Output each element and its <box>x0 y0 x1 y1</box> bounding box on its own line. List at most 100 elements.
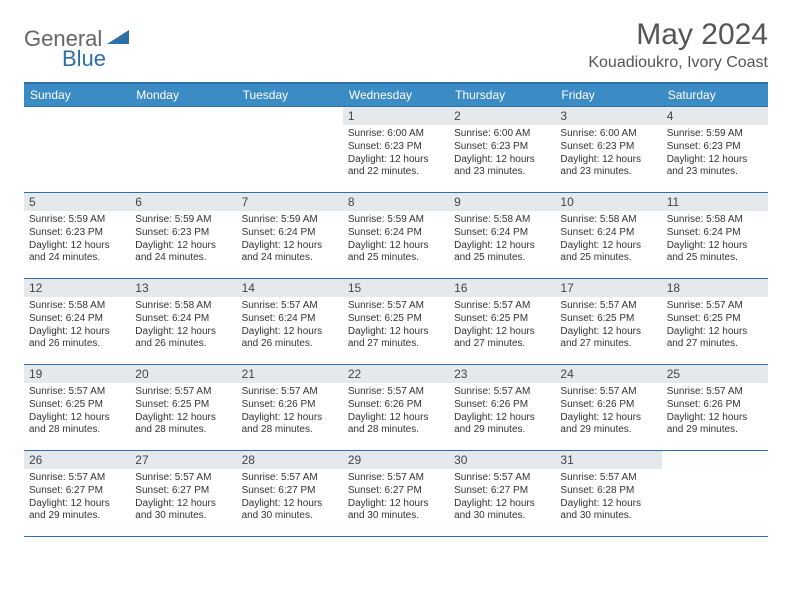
day-number: 2 <box>449 107 555 125</box>
day-number: 20 <box>130 365 236 383</box>
calendar-cell: 1Sunrise: 6:00 AMSunset: 6:23 PMDaylight… <box>343 107 449 193</box>
day-number: 26 <box>24 451 130 469</box>
day-content: Sunrise: 5:57 AMSunset: 6:25 PMDaylight:… <box>449 297 555 353</box>
day-number: 24 <box>555 365 661 383</box>
day-content: Sunrise: 5:57 AMSunset: 6:27 PMDaylight:… <box>449 469 555 525</box>
day-number: 13 <box>130 279 236 297</box>
calendar-cell: 2Sunrise: 6:00 AMSunset: 6:23 PMDaylight… <box>449 107 555 193</box>
calendar-table: SundayMondayTuesdayWednesdayThursdayFrid… <box>24 82 768 537</box>
day-number: 8 <box>343 193 449 211</box>
day-number: 7 <box>237 193 343 211</box>
calendar-cell: 31Sunrise: 5:57 AMSunset: 6:28 PMDayligh… <box>555 451 661 537</box>
calendar-cell: 14Sunrise: 5:57 AMSunset: 6:24 PMDayligh… <box>237 279 343 365</box>
calendar-cell: 29Sunrise: 5:57 AMSunset: 6:27 PMDayligh… <box>343 451 449 537</box>
day-number: 30 <box>449 451 555 469</box>
calendar-cell <box>24 107 130 193</box>
calendar-cell: 19Sunrise: 5:57 AMSunset: 6:25 PMDayligh… <box>24 365 130 451</box>
weekday-header: Thursday <box>449 83 555 107</box>
day-content: Sunrise: 5:58 AMSunset: 6:24 PMDaylight:… <box>130 297 236 353</box>
day-content: Sunrise: 5:57 AMSunset: 6:25 PMDaylight:… <box>343 297 449 353</box>
day-content: Sunrise: 5:57 AMSunset: 6:27 PMDaylight:… <box>24 469 130 525</box>
page-title: May 2024 <box>588 18 768 52</box>
day-content: Sunrise: 5:57 AMSunset: 6:26 PMDaylight:… <box>662 383 768 439</box>
location: Kouadioukro, Ivory Coast <box>588 54 768 72</box>
brand-b: Blue <box>62 46 129 72</box>
calendar-cell <box>662 451 768 537</box>
weekday-header: Friday <box>555 83 661 107</box>
calendar-head: SundayMondayTuesdayWednesdayThursdayFrid… <box>24 83 768 107</box>
day-content: Sunrise: 5:59 AMSunset: 6:23 PMDaylight:… <box>24 211 130 267</box>
day-content: Sunrise: 6:00 AMSunset: 6:23 PMDaylight:… <box>555 125 661 181</box>
calendar-cell: 13Sunrise: 5:58 AMSunset: 6:24 PMDayligh… <box>130 279 236 365</box>
day-content: Sunrise: 5:58 AMSunset: 6:24 PMDaylight:… <box>662 211 768 267</box>
day-number: 18 <box>662 279 768 297</box>
calendar-row: 1Sunrise: 6:00 AMSunset: 6:23 PMDaylight… <box>24 107 768 193</box>
calendar-cell: 25Sunrise: 5:57 AMSunset: 6:26 PMDayligh… <box>662 365 768 451</box>
day-number: 16 <box>449 279 555 297</box>
day-content: Sunrise: 5:57 AMSunset: 6:26 PMDaylight:… <box>237 383 343 439</box>
day-number: 9 <box>449 193 555 211</box>
weekday-header: Sunday <box>24 83 130 107</box>
calendar-cell: 22Sunrise: 5:57 AMSunset: 6:26 PMDayligh… <box>343 365 449 451</box>
day-number: 5 <box>24 193 130 211</box>
weekday-header: Monday <box>130 83 236 107</box>
day-content: Sunrise: 5:59 AMSunset: 6:24 PMDaylight:… <box>343 211 449 267</box>
day-content: Sunrise: 5:57 AMSunset: 6:27 PMDaylight:… <box>237 469 343 525</box>
day-content: Sunrise: 5:57 AMSunset: 6:25 PMDaylight:… <box>24 383 130 439</box>
day-number: 10 <box>555 193 661 211</box>
day-number: 6 <box>130 193 236 211</box>
logo: General Blue <box>24 26 129 72</box>
day-number: 29 <box>343 451 449 469</box>
calendar-cell: 4Sunrise: 5:59 AMSunset: 6:23 PMDaylight… <box>662 107 768 193</box>
logo-text: General Blue <box>24 26 129 72</box>
day-number: 23 <box>449 365 555 383</box>
day-content: Sunrise: 5:59 AMSunset: 6:23 PMDaylight:… <box>130 211 236 267</box>
day-content: Sunrise: 5:57 AMSunset: 6:26 PMDaylight:… <box>449 383 555 439</box>
day-number: 14 <box>237 279 343 297</box>
calendar-row: 19Sunrise: 5:57 AMSunset: 6:25 PMDayligh… <box>24 365 768 451</box>
calendar-cell: 5Sunrise: 5:59 AMSunset: 6:23 PMDaylight… <box>24 193 130 279</box>
day-number: 31 <box>555 451 661 469</box>
day-content: Sunrise: 5:57 AMSunset: 6:27 PMDaylight:… <box>130 469 236 525</box>
day-content: Sunrise: 5:57 AMSunset: 6:24 PMDaylight:… <box>237 297 343 353</box>
day-number: 22 <box>343 365 449 383</box>
day-content: Sunrise: 5:59 AMSunset: 6:23 PMDaylight:… <box>662 125 768 181</box>
calendar-cell: 16Sunrise: 5:57 AMSunset: 6:25 PMDayligh… <box>449 279 555 365</box>
day-content: Sunrise: 6:00 AMSunset: 6:23 PMDaylight:… <box>343 125 449 181</box>
calendar-row: 5Sunrise: 5:59 AMSunset: 6:23 PMDaylight… <box>24 193 768 279</box>
calendar-cell: 23Sunrise: 5:57 AMSunset: 6:26 PMDayligh… <box>449 365 555 451</box>
calendar-cell: 12Sunrise: 5:58 AMSunset: 6:24 PMDayligh… <box>24 279 130 365</box>
calendar-cell: 24Sunrise: 5:57 AMSunset: 6:26 PMDayligh… <box>555 365 661 451</box>
header: General Blue May 2024 Kouadioukro, Ivory… <box>24 18 768 72</box>
day-content: Sunrise: 5:57 AMSunset: 6:26 PMDaylight:… <box>343 383 449 439</box>
calendar-cell: 28Sunrise: 5:57 AMSunset: 6:27 PMDayligh… <box>237 451 343 537</box>
calendar-cell <box>130 107 236 193</box>
day-number: 28 <box>237 451 343 469</box>
day-number: 11 <box>662 193 768 211</box>
calendar-body: 1Sunrise: 6:00 AMSunset: 6:23 PMDaylight… <box>24 107 768 537</box>
day-number: 4 <box>662 107 768 125</box>
calendar-cell: 7Sunrise: 5:59 AMSunset: 6:24 PMDaylight… <box>237 193 343 279</box>
calendar-cell <box>237 107 343 193</box>
triangle-icon <box>107 28 129 46</box>
day-content: Sunrise: 5:57 AMSunset: 6:27 PMDaylight:… <box>343 469 449 525</box>
calendar-cell: 17Sunrise: 5:57 AMSunset: 6:25 PMDayligh… <box>555 279 661 365</box>
calendar-cell: 11Sunrise: 5:58 AMSunset: 6:24 PMDayligh… <box>662 193 768 279</box>
calendar-row: 12Sunrise: 5:58 AMSunset: 6:24 PMDayligh… <box>24 279 768 365</box>
day-content: Sunrise: 5:58 AMSunset: 6:24 PMDaylight:… <box>24 297 130 353</box>
day-number: 12 <box>24 279 130 297</box>
day-content: Sunrise: 5:58 AMSunset: 6:24 PMDaylight:… <box>449 211 555 267</box>
day-number: 3 <box>555 107 661 125</box>
calendar-cell: 30Sunrise: 5:57 AMSunset: 6:27 PMDayligh… <box>449 451 555 537</box>
day-number: 15 <box>343 279 449 297</box>
day-content: Sunrise: 5:59 AMSunset: 6:24 PMDaylight:… <box>237 211 343 267</box>
calendar-cell: 3Sunrise: 6:00 AMSunset: 6:23 PMDaylight… <box>555 107 661 193</box>
day-content: Sunrise: 5:57 AMSunset: 6:25 PMDaylight:… <box>555 297 661 353</box>
day-content: Sunrise: 5:57 AMSunset: 6:26 PMDaylight:… <box>555 383 661 439</box>
title-block: May 2024 Kouadioukro, Ivory Coast <box>588 18 768 72</box>
day-content: Sunrise: 5:57 AMSunset: 6:28 PMDaylight:… <box>555 469 661 525</box>
calendar-cell: 21Sunrise: 5:57 AMSunset: 6:26 PMDayligh… <box>237 365 343 451</box>
calendar-cell: 26Sunrise: 5:57 AMSunset: 6:27 PMDayligh… <box>24 451 130 537</box>
day-content: Sunrise: 5:58 AMSunset: 6:24 PMDaylight:… <box>555 211 661 267</box>
calendar-cell: 8Sunrise: 5:59 AMSunset: 6:24 PMDaylight… <box>343 193 449 279</box>
